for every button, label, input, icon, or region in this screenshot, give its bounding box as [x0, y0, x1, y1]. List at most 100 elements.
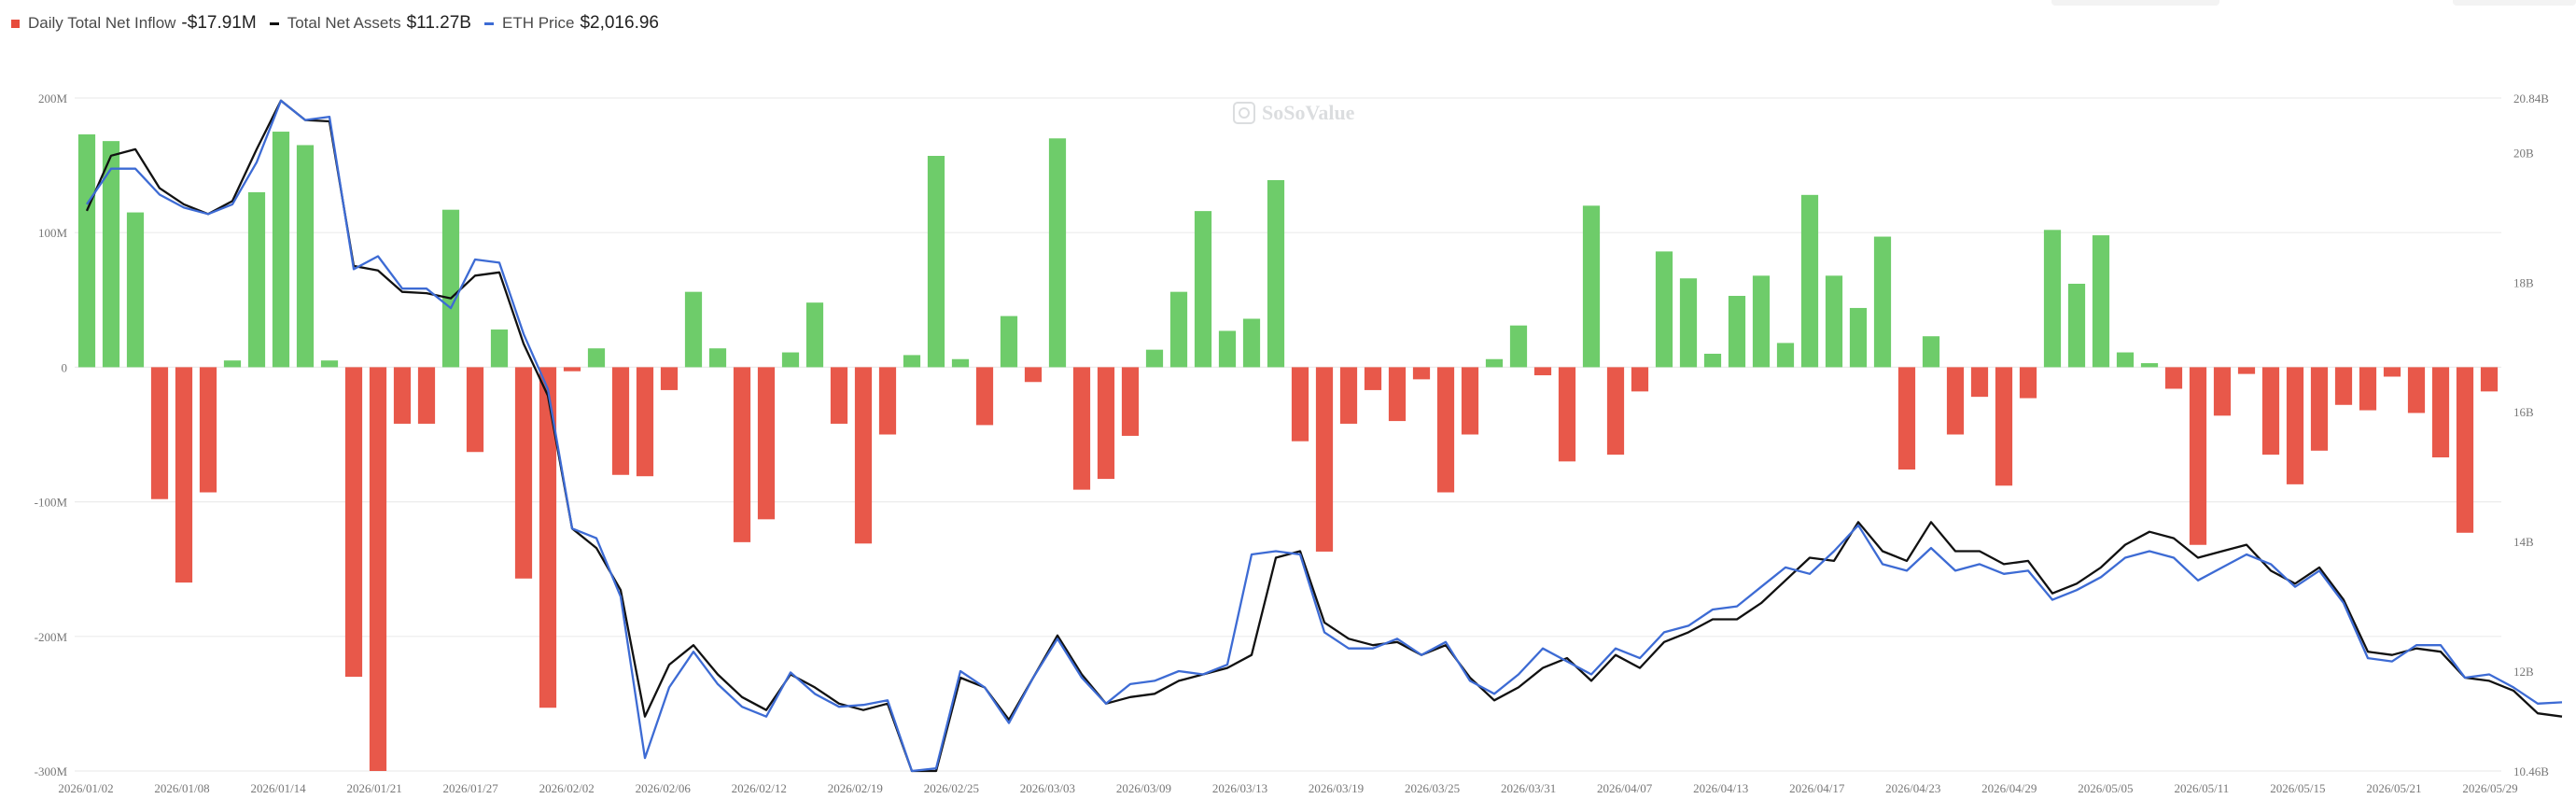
inflow-bar [1825, 275, 1843, 368]
inflow-bar [2067, 283, 2086, 368]
inflow-bar [1169, 291, 1188, 368]
x-tick-label: 2026/05/15 [2270, 781, 2325, 795]
inflow-bar [320, 360, 339, 368]
legend-item-inflow[interactable]: Daily Total Net Inflow -$17.91M [11, 13, 257, 34]
inflow-bar [1218, 330, 1237, 368]
x-tick-label: 2026/02/02 [539, 781, 595, 795]
inflow-bar [2407, 367, 2426, 414]
x-tick-label: 2026/01/21 [347, 781, 402, 795]
inflow-bar [1606, 367, 1625, 456]
inflow-bar [1946, 367, 1965, 435]
inflow-bar [393, 367, 412, 424]
inflow-bar [684, 291, 703, 368]
inflow-bar [369, 367, 387, 771]
top-control[interactable] [2453, 0, 2576, 6]
inflow-bar [1121, 367, 1140, 436]
inflow-bar [757, 367, 776, 520]
inflow-bar [611, 367, 630, 475]
inflow-bar [2286, 367, 2304, 484]
inflow-bar [1315, 367, 1334, 552]
inflow-bar [1800, 194, 1819, 368]
inflow-bar [2480, 367, 2499, 392]
inflow-bar [951, 358, 970, 368]
inflow-bar [854, 367, 873, 544]
inflow-bar [1291, 367, 1309, 442]
inflow-bar [466, 367, 484, 453]
inflow-bar [1752, 275, 1771, 368]
x-tick-label: 2026/01/02 [58, 781, 113, 795]
inflow-bar [2261, 367, 2280, 456]
inflow-bar [781, 352, 800, 368]
inflow-bar [441, 209, 460, 368]
inflow-bar [2140, 363, 2159, 368]
inflow-bar [1436, 367, 1455, 493]
inflow-bar [636, 367, 654, 477]
inflow-bar [2092, 235, 2110, 368]
inflow-bar [927, 156, 945, 368]
inflow-bar [2164, 367, 2183, 389]
inflow-bar [708, 348, 727, 368]
watermark: SoSoValue [1233, 101, 1355, 124]
inflow-bar [903, 355, 921, 368]
x-tick-label: 2026/04/13 [1693, 781, 1748, 795]
y-right-tick-label: 14B [2513, 535, 2534, 549]
inflow-bar [77, 133, 96, 368]
legend-item-assets[interactable]: Total Net Assets $11.27B [269, 13, 471, 34]
total-net-assets-line [85, 99, 2563, 773]
x-tick-label: 2026/03/19 [1309, 781, 1364, 795]
legend-label-price: ETH Price [501, 14, 575, 32]
y-right-tick-label: 18B [2513, 275, 2534, 289]
inflow-bar [2310, 367, 2329, 451]
legend-item-price[interactable]: ETH Price $2,016.96 [483, 13, 659, 34]
inflow-bar [514, 367, 533, 579]
y-right-tick-label: 10.46B [2513, 764, 2549, 778]
inflow-bar [1533, 367, 1552, 376]
legend-value-inflow: -$17.91M [181, 13, 257, 33]
legend-swatch-assets [269, 21, 279, 25]
inflow-bar [1412, 367, 1431, 380]
y-right-tick-label: 12B [2513, 665, 2534, 679]
inflow-bar [1970, 367, 1989, 398]
x-tick-label: 2026/05/05 [2078, 781, 2133, 795]
inflow-bar [1364, 367, 1382, 390]
inflow-bar [1485, 358, 1504, 368]
inflow-bar [2213, 367, 2232, 416]
legend-label-inflow: Daily Total Net Inflow [28, 14, 176, 32]
inflow-bar [1922, 336, 1940, 368]
x-tick-label: 2026/05/21 [2366, 781, 2421, 795]
inflow-bar [1728, 295, 1746, 368]
top-control[interactable] [2051, 0, 2219, 6]
inflow-bar [830, 367, 848, 424]
inflow-bar [1000, 315, 1018, 368]
inflow-bar [272, 132, 290, 368]
inflow-bar [223, 360, 242, 368]
x-tick-label: 2026/01/08 [154, 781, 209, 795]
x-tick-label: 2026/01/14 [250, 781, 306, 795]
inflow-bar [2019, 367, 2037, 399]
inflow-bar [1897, 367, 1916, 470]
watermark-text: SoSoValue [1262, 101, 1355, 124]
inflow-bar [733, 367, 751, 542]
inflow-bar [1679, 278, 1698, 368]
inflow-bar [1558, 367, 1576, 462]
inflow-bar [2431, 367, 2450, 458]
x-tick-label: 2026/02/12 [732, 781, 787, 795]
y-right-tick-label: 20.84B [2513, 91, 2549, 105]
inflow-bar [199, 367, 217, 493]
inflow-bar [539, 367, 557, 708]
inflow-bar [1995, 367, 2013, 486]
legend-value-price: $2,016.96 [580, 13, 659, 33]
inflow-bar [1703, 353, 1722, 368]
inflow-bar [1655, 251, 1673, 368]
inflow-bar [587, 348, 606, 368]
x-tick-label: 2026/03/25 [1405, 781, 1460, 795]
inflow-bar [1267, 179, 1285, 368]
inflow-bar [1582, 205, 1601, 368]
inflow-bar [2456, 367, 2474, 533]
inflow-bar [175, 367, 193, 583]
y-left-tick-label: -200M [35, 630, 68, 644]
sosovalue-logo-icon [1233, 102, 1255, 124]
inflow-bar [2383, 367, 2401, 377]
